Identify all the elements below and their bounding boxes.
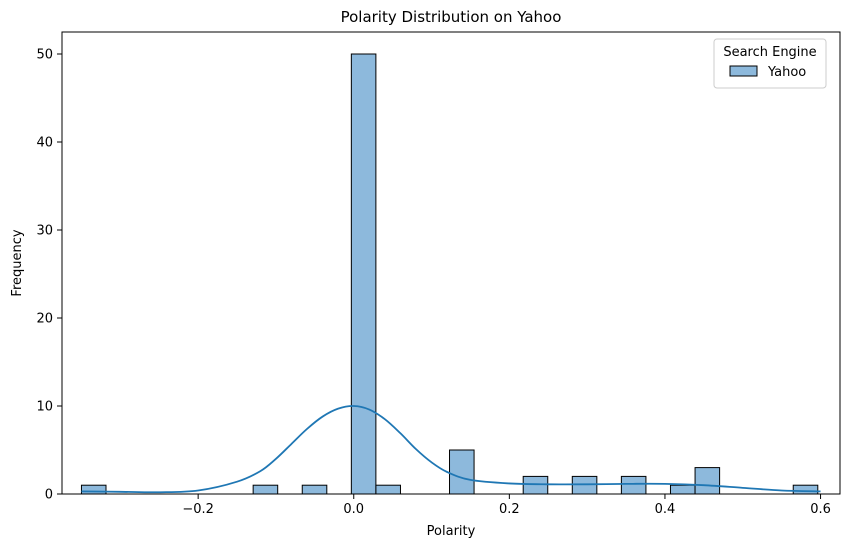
y-tick-label: 0	[45, 488, 53, 503]
legend-label-yahoo: Yahoo	[767, 65, 806, 80]
bars-group	[80, 53, 819, 495]
x-axis-label: Polarity	[427, 524, 476, 539]
x-tick-label: 0.6	[810, 502, 831, 517]
y-axis-label: Frequency	[10, 229, 25, 296]
histogram-bar	[522, 475, 549, 495]
legend: Search Engine Yahoo	[713, 38, 827, 89]
plot-frame	[61, 31, 841, 495]
y-tick-label: 30	[36, 224, 53, 239]
histogram-bar	[694, 467, 721, 495]
x-tick-label: 0.0	[343, 502, 364, 517]
histogram-bar	[375, 484, 401, 495]
chart-title: Polarity Distribution on Yahoo	[341, 8, 562, 26]
histogram-bar	[792, 484, 819, 495]
y-axis-ticks: 0 10 20 30 40 50	[36, 48, 62, 503]
legend-title: Search Engine	[723, 45, 816, 60]
kde-line	[81, 405, 821, 494]
y-tick-label: 10	[36, 400, 53, 415]
y-tick-label: 40	[36, 136, 53, 151]
y-tick-label: 50	[36, 48, 53, 63]
x-tick-label: 0.4	[655, 502, 676, 517]
histogram-bar	[620, 475, 647, 495]
histogram-bar	[449, 449, 475, 495]
histogram-bar	[669, 484, 696, 495]
y-tick-label: 20	[36, 312, 53, 327]
x-tick-label: 0.2	[499, 502, 520, 517]
histogram-bar	[80, 484, 107, 495]
legend-swatch-yahoo	[729, 65, 758, 77]
histogram-bar	[350, 53, 377, 495]
x-axis-ticks: −0.2 0.0 0.2 0.4 0.6	[182, 494, 831, 517]
x-tick-label: −0.2	[182, 502, 214, 517]
histogram-bar	[301, 484, 328, 495]
histogram-bar	[252, 484, 279, 495]
